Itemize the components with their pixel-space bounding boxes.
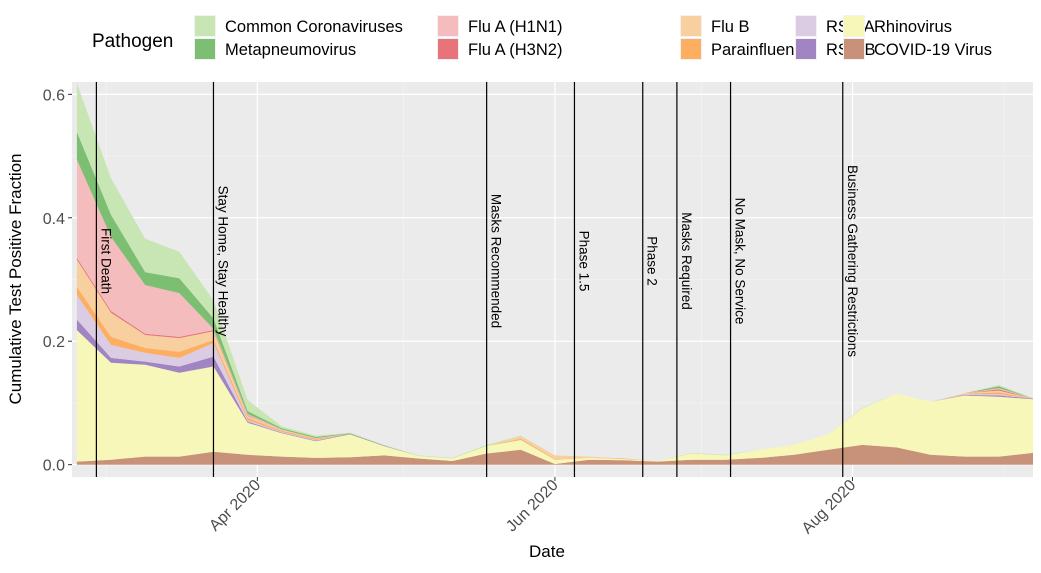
area-covid-19-virus	[76, 444, 1033, 465]
event-label: No Mask, No Service	[733, 198, 748, 325]
area-series	[76, 83, 1033, 465]
event-label: Masks Required	[679, 212, 694, 310]
legend-swatch	[195, 16, 215, 36]
legend-swatch	[796, 39, 816, 59]
x-tick-label: Aug 2020	[799, 477, 860, 538]
legend-swatch	[844, 16, 864, 36]
legend-item: COVID-19 Virus	[843, 38, 992, 60]
legend-label: Rhinovirus	[874, 18, 952, 36]
legend-swatch	[195, 39, 215, 59]
legend-label: COVID-19 Virus	[874, 41, 992, 59]
legend-label: Flu B	[711, 18, 750, 36]
legend-item: Parainfluenza	[680, 38, 813, 60]
x-tick-label: Jun 2020	[503, 477, 562, 536]
y-tick-label: 0.6	[43, 87, 65, 104]
y-axis-title: Cumulative Test Positive Fraction	[6, 153, 25, 404]
legend-label: Parainfluenza	[711, 41, 813, 59]
event-label: First Death	[98, 228, 113, 294]
event-label: Phase 1.5	[576, 231, 591, 292]
y-tick-label: 0.4	[43, 211, 65, 228]
legend-swatch	[438, 16, 458, 36]
legend: Pathogen Common Coronaviruses Metapneumov…	[92, 15, 992, 60]
legend-item: Rhinovirus	[843, 15, 952, 37]
x-axis-title: Date	[529, 542, 565, 561]
legend-item: Common Coronaviruses	[194, 15, 403, 37]
legend-item: Flu B	[680, 15, 750, 37]
legend-item: Metapneumovirus	[194, 38, 356, 60]
legend-swatch	[681, 39, 701, 59]
legend-swatch	[438, 39, 458, 59]
event-label: Phase 2	[645, 236, 660, 286]
event-label: Business Gathering Restrictions	[845, 165, 860, 357]
legend-label: Flu A (H1N1)	[468, 18, 562, 36]
legend-item: Flu A (H3N2)	[437, 38, 562, 60]
legend-item: Flu A (H1N1)	[437, 15, 562, 37]
legend-swatch	[844, 39, 864, 59]
x-tick-label: Apr 2020	[206, 477, 264, 535]
legend-label: Metapneumovirus	[225, 41, 356, 59]
y-tick-label: 0.0	[43, 458, 65, 475]
event-label: Masks Recommended	[489, 194, 504, 328]
y-tick-label: 0.2	[43, 334, 65, 351]
area-rhinovirus	[76, 330, 1033, 464]
legend-title: Pathogen	[92, 31, 173, 52]
legend-swatch	[681, 16, 701, 36]
legend-swatch	[796, 16, 816, 36]
event-annotations: First Death Stay Home, Stay Healthy Masks …	[95, 82, 860, 477]
legend-label: Common Coronaviruses	[225, 18, 403, 36]
legend-label: Flu A (H3N2)	[468, 41, 562, 59]
event-label: Stay Home, Stay Healthy	[215, 186, 230, 337]
